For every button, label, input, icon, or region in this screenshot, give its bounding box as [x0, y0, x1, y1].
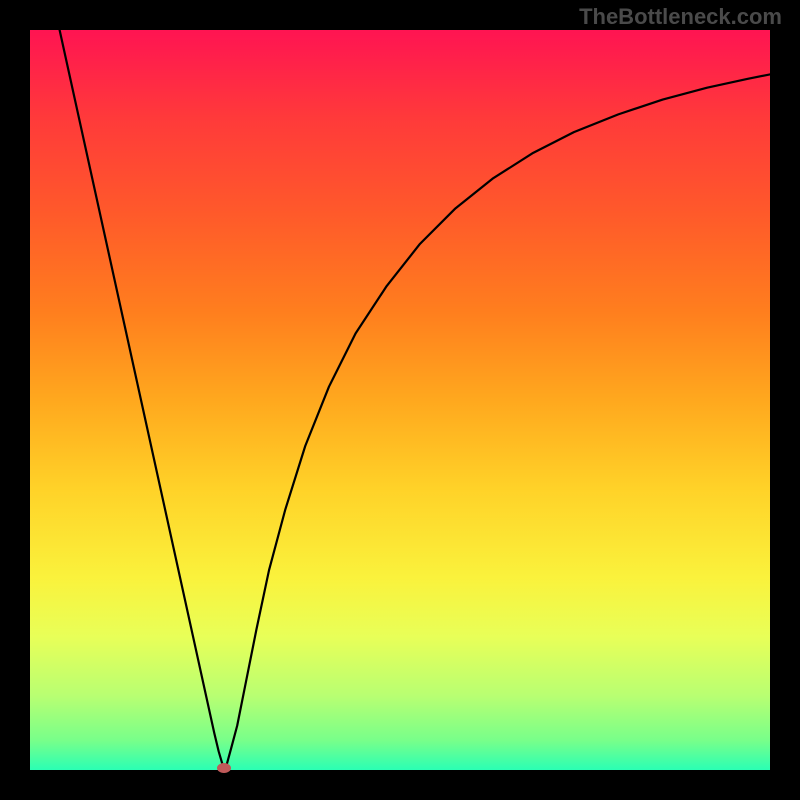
bottleneck-curve	[60, 30, 770, 770]
plot-area	[30, 30, 770, 770]
minimum-marker	[217, 763, 231, 773]
curve-layer	[30, 30, 770, 770]
watermark-text: TheBottleneck.com	[579, 4, 782, 30]
